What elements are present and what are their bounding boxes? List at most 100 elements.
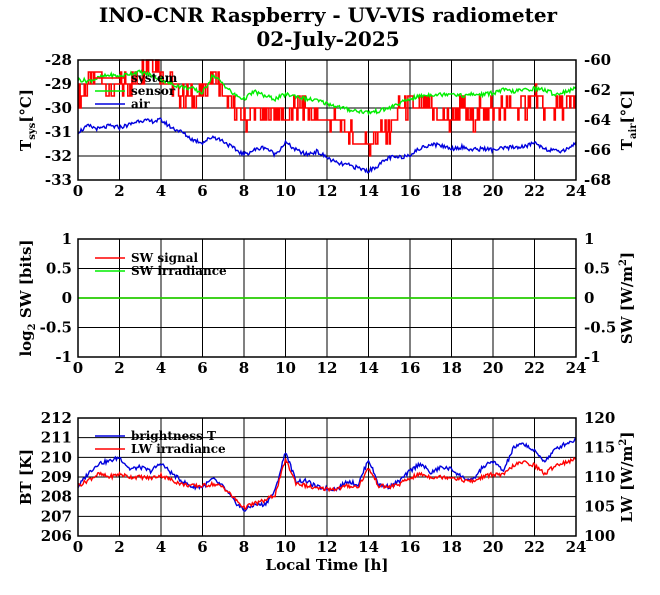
legend-label: sensor <box>131 84 176 98</box>
y-right-axis-label: LW [W/m2] <box>618 432 636 523</box>
x-tick-label: 20 <box>483 538 504 556</box>
x-tick-label: 2 <box>114 359 124 377</box>
x-tick-label: 22 <box>524 359 545 377</box>
y-left-tick-label: 208 <box>41 488 72 506</box>
x-tick-label: 22 <box>524 538 545 556</box>
x-tick-label: 8 <box>239 538 249 556</box>
y-right-axis-label: SW [W/m2] <box>618 252 636 344</box>
y-left-tick-label: 0.5 <box>46 260 72 278</box>
y-right-tick-label: 0 <box>584 289 594 307</box>
series-lw-irradiance <box>77 456 577 510</box>
plot-frame <box>77 417 577 537</box>
y-left-tick-label: -32 <box>45 147 72 165</box>
legend-label: brightness T <box>131 429 216 443</box>
y-right-axis-label: Tair[°C] <box>618 90 639 150</box>
x-tick-label: 14 <box>358 182 379 200</box>
y-left-tick-label: -28 <box>45 51 72 69</box>
chart-date: 02-July-2025 <box>256 27 399 51</box>
y-right-tick-label: -1 <box>584 348 601 366</box>
x-tick-label: 12 <box>317 182 338 200</box>
x-tick-label: 2 <box>114 182 124 200</box>
legend-label: system <box>131 71 178 85</box>
y-right-tick-label: 120 <box>584 409 615 427</box>
series-air <box>77 117 577 174</box>
plot-frame <box>77 238 577 358</box>
chart-title: INO-CNR Raspberry - UV-VIS radiometer <box>99 3 558 27</box>
y-left-tick-label: -29 <box>45 75 72 93</box>
y-left-tick-label: 212 <box>41 409 72 427</box>
y-left-tick-label: 210 <box>41 448 72 466</box>
x-tick-label: 10 <box>275 538 296 556</box>
x-tick-label: 18 <box>441 359 462 377</box>
x-tick-label: 12 <box>317 538 338 556</box>
series-brightness-t <box>77 437 577 512</box>
y-left-tick-label: 209 <box>41 468 72 486</box>
x-tick-label: 6 <box>197 182 207 200</box>
x-tick-label: 4 <box>156 359 166 377</box>
y-left-axis-label: log2 SW [bits] <box>17 239 38 356</box>
y-right-tick-label: 1 <box>584 230 594 248</box>
y-left-tick-label: 206 <box>41 527 72 545</box>
y-left-tick-label: -33 <box>45 171 72 189</box>
y-right-tick-label: -66 <box>584 141 611 159</box>
x-tick-label: 6 <box>197 538 207 556</box>
y-right-tick-label: 0.5 <box>584 260 610 278</box>
x-tick-label: 16 <box>400 359 421 377</box>
legend-label: LW irradiance <box>131 442 226 456</box>
y-right-tick-label: -68 <box>584 171 611 189</box>
x-tick-label: 4 <box>156 182 166 200</box>
y-left-tick-label: -30 <box>45 99 72 117</box>
y-left-tick-label: 0 <box>62 289 72 307</box>
y-left-tick-label: 211 <box>41 429 72 447</box>
x-tick-label: 8 <box>239 182 249 200</box>
panel-2: -1-0.500.51-1-0.500.510 2 4 6 8 10 12 14 16 18 20 2… <box>17 230 636 377</box>
x-tick-label: 4 <box>156 538 166 556</box>
y-left-tick-label: -0.5 <box>40 319 72 337</box>
x-tick-label: 10 <box>275 359 296 377</box>
x-tick-label: 16 <box>400 182 421 200</box>
y-left-tick-label: -31 <box>45 123 72 141</box>
y-left-tick-label: -1 <box>55 348 72 366</box>
x-tick-label: 8 <box>239 359 249 377</box>
plot-frame <box>77 59 577 181</box>
y-left-axis-label: BT [K] <box>17 449 35 505</box>
legend-label: air <box>131 97 150 111</box>
y-left-axis-label: Tsys[°C] <box>17 89 38 151</box>
x-tick-label: 20 <box>483 182 504 200</box>
y-right-tick-label: 100 <box>584 527 615 545</box>
y-left-tick-label: 207 <box>41 507 72 525</box>
x-tick-label: 22 <box>524 182 545 200</box>
series-sensor <box>77 69 577 116</box>
y-right-tick-label: -60 <box>584 51 611 69</box>
y-left-tick-label: 1 <box>62 230 72 248</box>
x-tick-label: 0 <box>73 538 83 556</box>
legend-label: SW signal <box>131 251 199 265</box>
x-tick-label: 0 <box>73 359 83 377</box>
x-tick-label: 14 <box>358 359 379 377</box>
y-right-tick-label: 115 <box>584 439 615 457</box>
legend-label: SW irradiance <box>131 264 227 278</box>
x-tick-label: 6 <box>197 359 207 377</box>
x-tick-label: 18 <box>441 538 462 556</box>
y-right-tick-label: 105 <box>584 498 615 516</box>
x-tick-label: 2 <box>114 538 124 556</box>
x-tick-label: 18 <box>441 182 462 200</box>
x-tick-label: 24 <box>566 538 587 556</box>
x-tick-label: 0 <box>73 182 83 200</box>
x-tick-label: 24 <box>566 359 587 377</box>
y-right-tick-label: -62 <box>584 81 611 99</box>
x-axis-label: Local Time [h] <box>266 556 389 574</box>
x-tick-label: 16 <box>400 538 421 556</box>
x-tick-label: 10 <box>275 182 296 200</box>
x-tick-label: 24 <box>566 182 587 200</box>
y-right-tick-label: -64 <box>584 111 611 129</box>
y-right-tick-label: 110 <box>584 468 615 486</box>
x-tick-label: 20 <box>483 359 504 377</box>
x-tick-label: 14 <box>358 538 379 556</box>
panel-1: -33-32-31-30-29-28-68-66-64-62-600 2 4 6 8 10… <box>17 51 639 200</box>
y-right-tick-label: -0.5 <box>584 319 616 337</box>
x-tick-label: 12 <box>317 359 338 377</box>
series-system <box>78 59 576 157</box>
